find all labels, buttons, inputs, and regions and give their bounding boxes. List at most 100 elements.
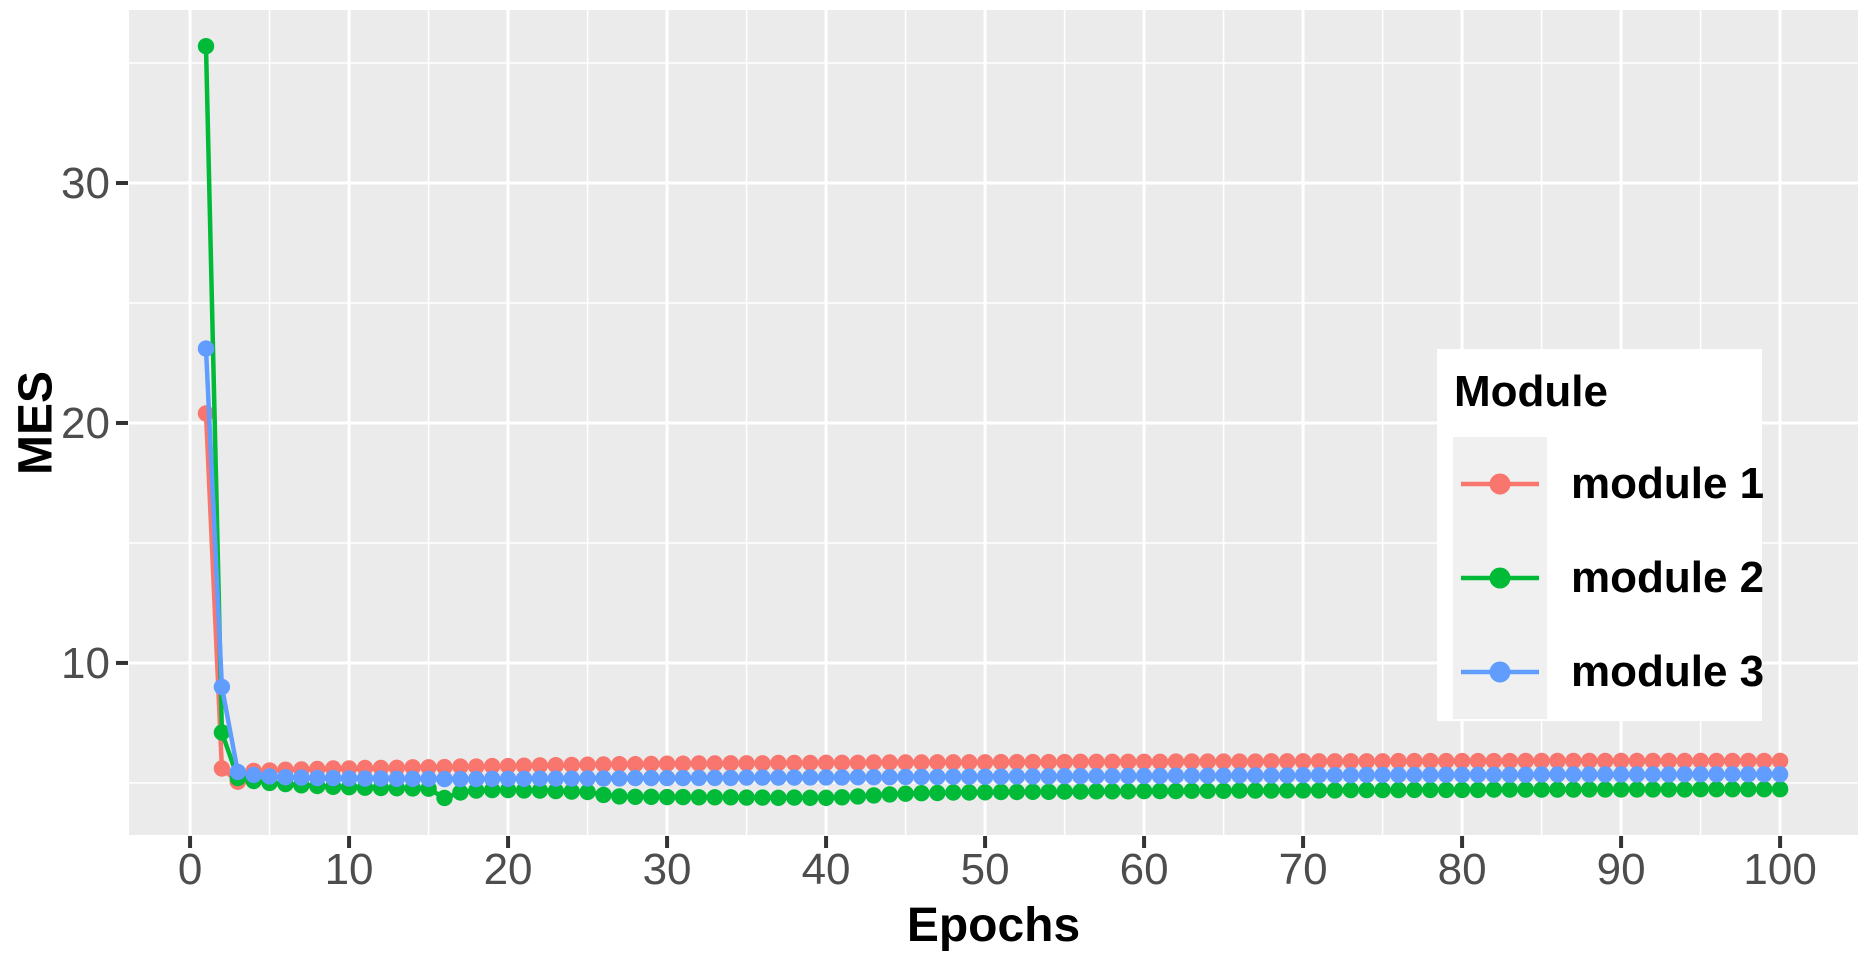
data-point-module-3 [738,769,755,786]
data-point-module-2 [929,784,946,802]
data-point-module-2 [1167,782,1185,800]
data-point-module-1 [674,755,692,772]
data-point-module-3 [1438,766,1455,783]
data-point-module-2 [1024,783,1042,800]
data-point-module-1 [738,755,755,772]
data-point-module-2 [1485,781,1503,798]
data-point-module-1 [1597,752,1614,770]
data-point-module-2 [563,783,580,800]
data-point-module-3 [1072,768,1089,785]
data-point-module-3 [929,768,946,786]
data-point-module-3 [913,768,930,786]
data-point-module-3 [1597,766,1614,783]
data-point-module-3 [293,769,310,786]
data-point-module-3 [1644,766,1662,783]
x-tick-label: 90 [1597,845,1646,894]
data-point-module-2 [706,789,723,806]
data-point-module-2 [1247,782,1264,799]
data-point-module-1 [1390,752,1407,770]
data-point-module-2 [849,788,867,805]
data-point-module-3 [1771,766,1789,783]
data-point-module-3 [499,770,517,787]
data-point-module-1 [833,754,851,771]
data-point-module-2 [754,789,771,806]
data-point-module-2 [1565,781,1582,798]
data-point-module-1 [627,756,644,773]
data-point-module-1 [515,757,533,774]
data-point-module-3 [1183,767,1201,784]
data-point-module-3 [1263,767,1280,784]
data-point-module-3 [1024,768,1042,785]
data-point-module-2 [1628,781,1646,798]
data-point-module-2 [1183,782,1201,799]
data-point-module-3 [833,769,851,786]
data-point-module-2 [674,788,692,806]
data-point-module-1 [929,754,946,771]
x-tick-label: 20 [484,845,533,894]
data-point-module-1 [579,756,596,773]
data-point-module-1 [897,754,914,771]
legend-key-swatch [1453,531,1547,625]
data-point-module-3 [1374,766,1391,784]
x-tick-label: 10 [325,845,374,894]
data-point-module-1 [1517,752,1534,770]
data-point-module-1 [1135,753,1153,770]
data-point-module-2 [1597,781,1614,798]
data-point-module-3 [1406,766,1423,784]
y-tick-label: 30 [61,159,110,208]
data-point-module-2 [1263,782,1280,799]
data-point-module-3 [643,769,660,787]
data-point-module-2 [1294,782,1312,799]
data-point-module-1 [1231,753,1248,770]
data-point-module-2 [1756,781,1773,798]
data-point-module-3 [1485,766,1503,783]
data-point-module-3 [611,770,628,787]
data-point-module-2 [1708,781,1725,798]
data-point-module-1 [1644,752,1662,770]
data-point-module-3 [802,769,819,786]
data-point-module-3 [754,769,771,786]
data-point-module-2 [1660,781,1678,798]
data-point-module-1 [881,754,898,771]
data-point-module-2 [976,784,994,801]
x-tick-label: 30 [643,845,692,894]
data-point-module-2 [1374,781,1391,799]
data-point-module-2 [1120,783,1137,800]
data-point-module-3 [1565,766,1582,783]
data-point-module-2 [197,38,215,55]
data-point-module-3 [1422,766,1439,784]
data-point-module-3 [340,770,358,787]
data-point-module-1 [976,754,994,771]
data-point-module-2 [945,784,962,801]
data-point-module-1 [611,756,628,773]
legend-key-swatch [1453,437,1547,531]
data-point-module-2 [1088,783,1105,800]
legend-title: Module [1454,367,1608,416]
data-point-module-2 [722,789,739,806]
data-point-module-2 [499,781,517,799]
data-point-module-3 [817,769,835,786]
data-point-module-1 [945,754,962,771]
data-point-module-1 [563,756,580,774]
data-point-module-2 [658,788,676,806]
y-tick-label: 10 [61,639,110,688]
data-point-module-2 [881,786,898,803]
data-point-module-2 [1644,781,1662,798]
data-point-module-1 [1565,752,1582,770]
data-point-module-3 [961,768,978,785]
data-point-module-2 [1724,781,1741,798]
data-point-module-3 [976,768,994,785]
data-point-module-3 [1247,767,1264,784]
data-point-module-3 [372,770,390,787]
data-point-module-3 [1279,767,1296,784]
data-point-module-3 [1342,767,1360,784]
data-point-module-1 [1660,752,1678,770]
data-point-module-1 [722,755,739,772]
data-point-module-3 [197,340,215,357]
data-point-module-2 [1692,781,1709,798]
data-point-module-3 [1390,766,1407,784]
legend-entry-label: module 3 [1571,647,1765,696]
x-tick-label: 40 [802,845,851,894]
data-point-module-1 [690,755,708,772]
data-point-module-3 [722,769,739,787]
